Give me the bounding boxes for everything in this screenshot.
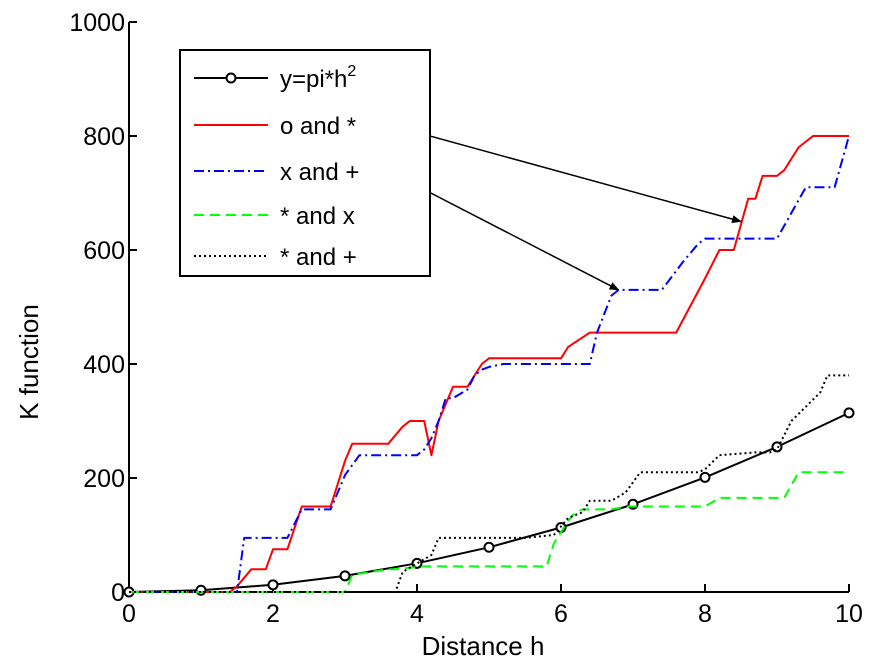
series-line-0: [128, 411, 850, 593]
annotation-layer: [389, 124, 742, 291]
y-tick-label: 800: [83, 123, 125, 151]
annotation-arrow-0: [389, 124, 742, 223]
y-tick-label: 0: [111, 579, 125, 607]
series-layer: [123, 135, 855, 598]
legend-marker: [225, 72, 237, 84]
x-tick-label: 4: [410, 600, 424, 628]
legend: y=pi*h2 o and * x and + * and x * and +: [179, 49, 431, 277]
series-point: [699, 471, 711, 483]
x-tick-label: 0: [122, 600, 136, 628]
axes: 0 2 4 6 8 10 0 200 400 600 800 1000: [69, 9, 863, 628]
series-line-3: [129, 471, 849, 593]
series-point: [195, 584, 207, 596]
legend-box: [179, 49, 431, 277]
series-point: [339, 570, 351, 582]
legend-label-1: o and *: [280, 113, 356, 140]
y-tick-label: 200: [83, 465, 125, 493]
y-tick-label: 1000: [69, 9, 125, 37]
y-tick-label: 400: [83, 351, 125, 379]
y-tick-label: 600: [83, 237, 125, 265]
y-axis-label: K function: [14, 304, 44, 420]
series-point: [843, 407, 855, 419]
x-tick-label: 10: [835, 600, 863, 628]
x-axis-label: Distance h: [422, 631, 545, 661]
x-tick-label: 8: [698, 600, 712, 628]
series-point: [483, 541, 495, 553]
x-tick-label: 6: [554, 600, 568, 628]
legend-label-4: * and +: [280, 244, 357, 271]
legend-label-0: y=pi*h2: [280, 63, 356, 93]
series-point: [771, 441, 783, 453]
series-line-2: [129, 135, 850, 593]
legend-label-2: x and +: [280, 159, 359, 186]
legend-label-3: * and x: [280, 203, 355, 230]
series-line-4: [129, 374, 849, 593]
x-tick-label: 2: [266, 600, 280, 628]
series-point: [267, 579, 279, 591]
